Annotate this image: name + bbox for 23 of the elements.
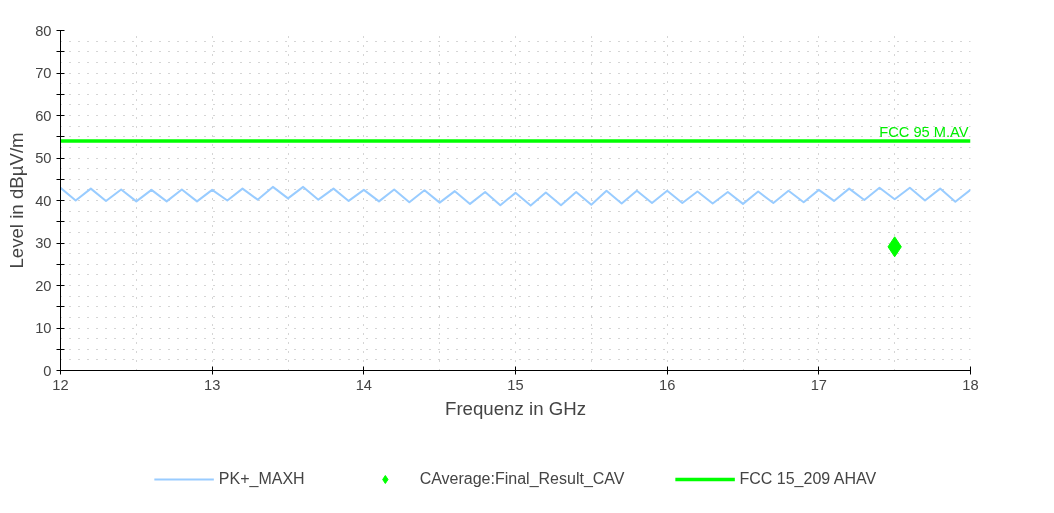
y-tick-label: 20 bbox=[35, 277, 52, 294]
x-tick-label: 14 bbox=[355, 376, 372, 393]
line-series bbox=[60, 185, 971, 207]
y-tick-label: 50 bbox=[35, 150, 52, 166]
x-tick-label: 13 bbox=[204, 376, 221, 393]
legend-label: FCC 15_209 AHAV bbox=[739, 470, 877, 488]
x-tick-label: 17 bbox=[810, 376, 827, 393]
x-tick-label: 12 bbox=[52, 376, 69, 393]
x-tick-label: 18 bbox=[962, 376, 979, 393]
y-tick-label: 70 bbox=[35, 65, 52, 81]
y-tick-label: 80 bbox=[35, 22, 52, 39]
y-tick-label: 10 bbox=[35, 320, 52, 336]
legend-label: PK+_MAXH bbox=[218, 470, 305, 488]
x-axis-title: Frequenz in GHz bbox=[444, 397, 587, 419]
y-tick-label: 40 bbox=[35, 192, 52, 209]
x-tick-label: 15 bbox=[507, 376, 524, 393]
legend-label: CAverage:Final_Result_CAV bbox=[419, 470, 625, 488]
annotation: FCC 95 M.AV bbox=[879, 124, 969, 140]
y-axis-title: Level in dBµV/m bbox=[6, 132, 28, 269]
x-tick-label: 16 bbox=[659, 376, 676, 393]
y-tick-label: 0 bbox=[43, 362, 52, 379]
y-tick-label: 60 bbox=[35, 107, 52, 124]
y-tick-label: 30 bbox=[35, 235, 52, 251]
